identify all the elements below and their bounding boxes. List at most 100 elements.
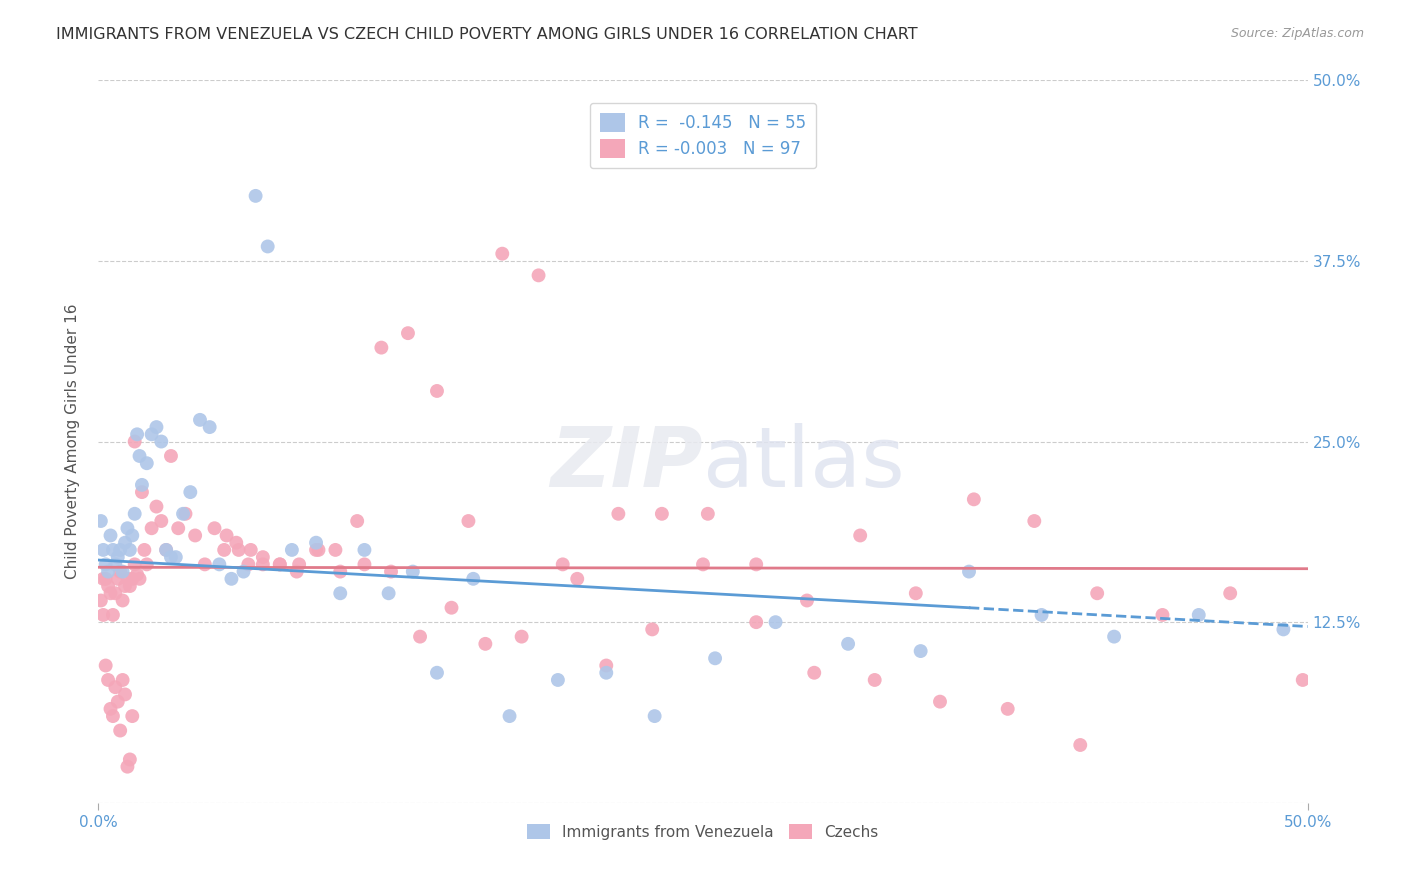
Point	[111, 593, 134, 607]
Point	[128, 572, 150, 586]
Point	[179, 485, 201, 500]
Point	[121, 709, 143, 723]
Point	[353, 542, 375, 557]
Point	[184, 528, 207, 542]
Point	[641, 623, 664, 637]
Point	[929, 695, 952, 709]
Point	[567, 572, 589, 586]
Point	[440, 600, 463, 615]
Text: IMMIGRANTS FROM VENEZUELA VS CZECH CHILD POVERTY AMONG GIRLS UNDER 16 CORRELATIO: IMMIGRANTS FROM VENEZUELA VS CZECH CHILD…	[56, 27, 918, 42]
Point	[117, 572, 139, 586]
Point	[696, 507, 718, 521]
Point	[117, 521, 139, 535]
Point	[124, 434, 146, 449]
Point	[118, 752, 141, 766]
Point	[325, 542, 347, 557]
Point	[90, 514, 112, 528]
Point	[141, 427, 163, 442]
Point	[127, 427, 149, 442]
Point	[745, 558, 768, 572]
Point	[97, 673, 120, 687]
Point	[370, 341, 392, 355]
Point	[409, 630, 432, 644]
Point	[174, 507, 197, 521]
Point	[114, 687, 136, 701]
Point	[353, 558, 375, 572]
Point	[108, 565, 131, 579]
Point	[527, 268, 550, 283]
Point	[957, 565, 980, 579]
Point	[108, 723, 131, 738]
Point	[305, 535, 328, 549]
Point	[651, 507, 673, 521]
Point	[215, 528, 238, 542]
Point	[145, 500, 167, 514]
Point	[1031, 607, 1053, 622]
Point	[194, 558, 217, 572]
Point	[150, 514, 173, 528]
Point	[128, 449, 150, 463]
Point	[107, 695, 129, 709]
Point	[150, 434, 173, 449]
Point	[104, 558, 127, 572]
Text: Source: ZipAtlas.com: Source: ZipAtlas.com	[1230, 27, 1364, 40]
Point	[160, 449, 183, 463]
Point	[97, 579, 120, 593]
Point	[252, 558, 274, 572]
Point	[305, 542, 328, 557]
Point	[131, 478, 153, 492]
Point	[165, 550, 187, 565]
Point	[904, 586, 927, 600]
Point	[117, 760, 139, 774]
Point	[377, 586, 399, 600]
Point	[232, 565, 254, 579]
Point	[155, 542, 177, 557]
Point	[107, 550, 129, 565]
Point	[1219, 586, 1241, 600]
Point	[141, 521, 163, 535]
Point	[131, 485, 153, 500]
Legend: Immigrants from Venezuela, Czechs: Immigrants from Venezuela, Czechs	[522, 818, 884, 846]
Point	[426, 665, 449, 680]
Point	[118, 579, 141, 593]
Point	[221, 572, 243, 586]
Point	[457, 514, 479, 528]
Point	[208, 558, 231, 572]
Point	[212, 542, 235, 557]
Point	[118, 542, 141, 557]
Point	[402, 565, 425, 579]
Point	[225, 535, 247, 549]
Point	[172, 507, 194, 521]
Point	[963, 492, 986, 507]
Point	[269, 558, 291, 572]
Point	[547, 673, 569, 687]
Point	[269, 558, 291, 572]
Point	[228, 542, 250, 557]
Point	[426, 384, 449, 398]
Point	[692, 558, 714, 572]
Point	[111, 565, 134, 579]
Point	[1085, 586, 1108, 600]
Point	[463, 572, 485, 586]
Point	[121, 528, 143, 542]
Point	[101, 709, 124, 723]
Point	[94, 558, 117, 572]
Point	[121, 572, 143, 586]
Point	[595, 658, 617, 673]
Point	[104, 680, 127, 694]
Point	[245, 189, 267, 203]
Point	[329, 565, 352, 579]
Point	[510, 630, 533, 644]
Point	[607, 507, 630, 521]
Point	[849, 528, 872, 542]
Point	[380, 565, 402, 579]
Point	[491, 246, 513, 260]
Point	[474, 637, 496, 651]
Point	[204, 521, 226, 535]
Point	[644, 709, 666, 723]
Point	[1152, 607, 1174, 622]
Point	[765, 615, 787, 630]
Point	[396, 326, 419, 340]
Point	[997, 702, 1019, 716]
Point	[114, 579, 136, 593]
